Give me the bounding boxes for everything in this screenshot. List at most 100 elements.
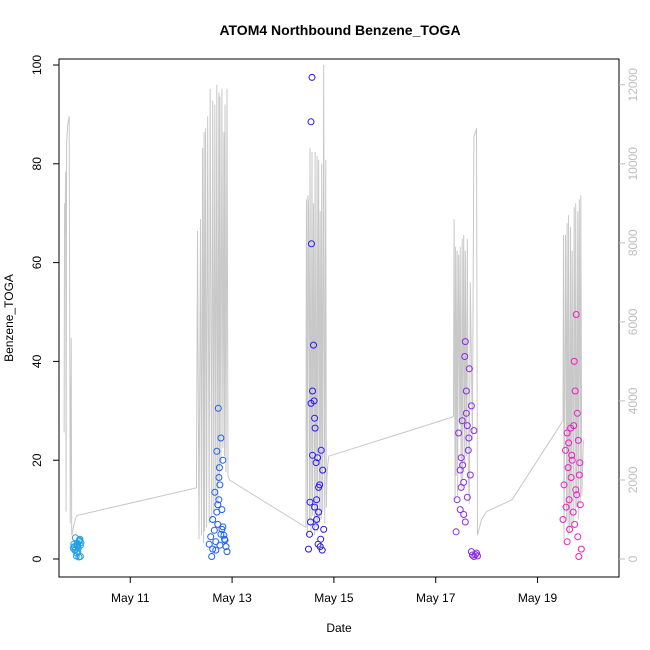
data-point [217,434,225,442]
data-point [461,338,469,346]
data-point [317,446,325,454]
data-point [223,548,231,556]
x-tick-label: May 15 [314,591,354,605]
x-tick-label: May 17 [416,591,456,605]
data-point [455,429,463,437]
data-point [219,456,227,464]
data-point [470,427,478,435]
data-point [307,399,315,407]
y-tick-label: 20 [30,453,44,467]
data-point [320,525,328,533]
data-point [308,73,316,81]
data-point [474,552,481,560]
data-point [465,434,473,442]
y2-tick-label: 12000 [626,68,640,102]
data-point [311,424,319,432]
y-tick-label: 100 [30,55,44,75]
points-layer [69,73,585,561]
data-point [209,516,217,523]
data-point [575,553,583,560]
x-axis-label: Date [326,621,352,635]
data-point [460,511,468,518]
x-tick-label: May 19 [518,591,558,605]
data-point [563,538,571,546]
plot-frame [58,58,620,578]
data-point [307,118,315,126]
data-point [207,533,215,541]
data-point [570,422,578,430]
data-point [463,422,471,430]
data-point [315,508,323,516]
data-point [462,387,470,395]
data-point [576,459,584,467]
data-point [569,508,577,516]
x-tick-label: May 13 [212,591,252,605]
data-point [210,526,218,534]
secondary-series-layer [63,64,584,544]
data-point [76,553,84,560]
data-point [311,414,319,422]
data-point [563,429,571,437]
data-point [216,541,224,549]
data-point [560,481,568,489]
y-tick-label: 60 [30,256,44,270]
data-point [572,311,580,318]
data-point [215,464,223,472]
data-point [217,530,225,538]
data-point [574,533,582,541]
data-point [458,417,466,425]
x-axis: May 11 May 13 May 15 May 17 May 19 [111,577,558,605]
data-point [456,506,464,514]
data-point [216,481,224,489]
data-point [208,553,216,560]
data-point [214,404,222,412]
data-point [461,518,469,526]
right-axis: 0 2000 4000 6000 8000 10000 12000 [619,68,640,562]
data-point [211,488,219,496]
y2-tick-label: 4000 [626,387,640,414]
data-point [567,474,575,481]
data-point [221,536,229,544]
data-point [213,447,221,455]
data-point [315,483,323,491]
data-point [212,546,220,554]
data-point [575,471,583,479]
data-point [559,516,567,523]
data-point [215,474,223,481]
y-axis-label: Benzene_TOGA [2,274,16,362]
data-point [466,471,474,479]
data-point [205,540,213,548]
data-point [461,353,469,360]
data-point [574,436,582,444]
y2-tick-label: 8000 [626,229,640,256]
chart-title: ATOM4 Northbound Benzene_TOGA [219,22,460,38]
secondary-series-line [63,64,584,544]
data-point [568,451,576,459]
y2-tick-label: 0 [626,555,640,562]
y2-tick-label: 10000 [626,147,640,181]
data-point [463,493,471,501]
data-point [75,537,83,545]
y-tick-label: 40 [30,354,44,368]
data-point [468,551,476,559]
data-point [313,516,321,523]
data-point [565,439,573,447]
data-point [460,478,468,486]
data-point [312,459,320,467]
data-point [564,464,572,472]
data-point [74,542,82,550]
data-point [570,357,578,365]
data-point [571,520,579,528]
data-point [568,456,576,464]
x-tick-label: May 11 [111,591,150,605]
data-point [453,496,461,504]
data-point [457,454,465,462]
data-point [307,518,314,526]
data-point [311,503,319,511]
data-point [562,446,569,454]
data-point [467,402,475,410]
data-point [213,508,221,516]
data-point [573,409,581,417]
data-point [305,545,312,553]
